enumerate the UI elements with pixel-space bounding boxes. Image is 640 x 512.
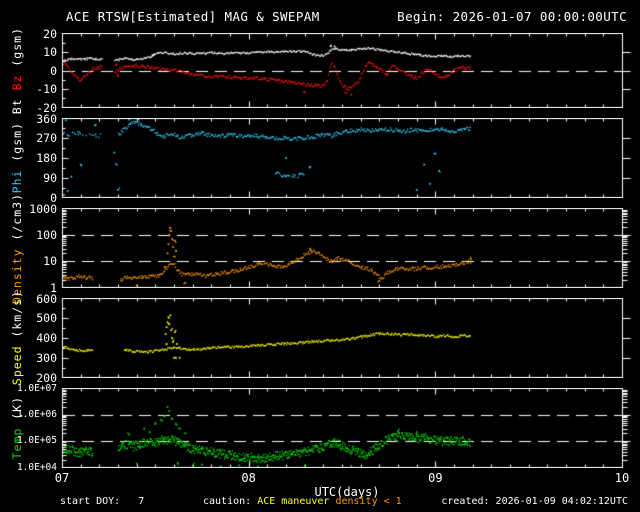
x-tick-label: 10 xyxy=(614,471,630,485)
y-tick-label-speed: 600 xyxy=(36,291,57,306)
y-tick-label-temp: 1.0E+05 xyxy=(16,435,57,447)
x-tick-label: 07 xyxy=(54,471,70,485)
y-tick-label-speed: 200 xyxy=(36,370,57,385)
caution-maneuver: ACE maneuver xyxy=(257,496,330,507)
y-tick-label-speed: 300 xyxy=(36,350,57,365)
y-tick-label-phi: 90 xyxy=(43,170,57,185)
footer-created: created: 2026-01-09 04:02:12UTC xyxy=(441,496,628,507)
y-tick-label-mag: 0 xyxy=(0,65,57,77)
x-axis-label: UTC(days) xyxy=(314,485,380,499)
y-axis-label-density: Density (/cm3) xyxy=(2,193,32,304)
y-tick-label-temp: 1.0E+07 xyxy=(16,382,57,394)
begin-timestamp: Begin: 2026-01-07 00:00:00UTC xyxy=(397,9,627,24)
caution-label: caution: xyxy=(203,496,258,507)
y-tick-label-phi: 0 xyxy=(0,192,57,204)
y-tick-label-temp: 1.0E+06 xyxy=(16,408,57,420)
panel-plot-density xyxy=(54,208,640,288)
x-tick-label: 09 xyxy=(428,471,443,485)
y-tick-label-phi: 270 xyxy=(36,131,57,146)
y-tick-label-mag: -20 xyxy=(36,100,57,115)
start-doy-value: 7 xyxy=(138,496,145,507)
y-tick-label-density: 1000 xyxy=(29,201,57,216)
panel-plot-speed xyxy=(54,298,640,378)
panel-plot-mag xyxy=(54,33,640,108)
y-tick-label-density: 1 xyxy=(0,282,57,294)
y-tick-label-speed: 400 xyxy=(36,331,57,345)
y-axis-label-temp: Temp (K) xyxy=(2,388,32,468)
footer-start-doy: start DOY: 7 xyxy=(60,496,144,507)
start-doy-label: start DOY: xyxy=(60,496,121,507)
x-tick-label: 08 xyxy=(241,471,256,485)
y-tick-label-density: 10 xyxy=(43,254,57,269)
y-tick-label-temp: 1.0E+04 xyxy=(16,461,57,473)
caution-density: density < 1 xyxy=(329,496,402,507)
panel-plot-temp xyxy=(54,388,640,468)
panel-plot-phi xyxy=(54,118,640,198)
y-tick-label-phi: 180 xyxy=(36,151,57,165)
footer-caution: caution: ACE maneuver density < 1 xyxy=(203,496,402,507)
y-tick-label-mag: -10 xyxy=(36,82,57,96)
page-title: ACE RTSW[Estimated] MAG & SWEPAM xyxy=(66,9,320,24)
y-tick-label-mag: 10 xyxy=(43,45,57,59)
y-tick-label-speed: 500 xyxy=(36,311,57,326)
y-tick-label-mag: 20 xyxy=(43,26,57,41)
y-tick-label-phi: 360 xyxy=(36,111,57,126)
y-tick-label-density: 100 xyxy=(36,227,57,242)
